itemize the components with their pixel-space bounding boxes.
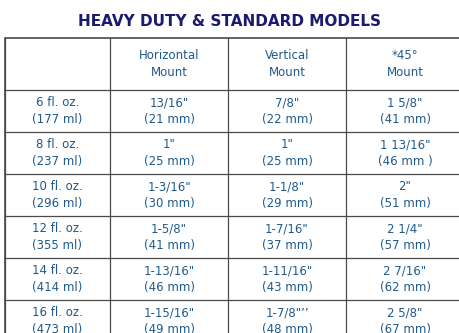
Text: Horizontal
Mount: Horizontal Mount — [139, 49, 199, 79]
Text: 10 fl. oz.
(296 ml): 10 fl. oz. (296 ml) — [32, 180, 83, 210]
Text: 2 1/4"
(57 mm): 2 1/4" (57 mm) — [380, 222, 431, 252]
Text: 2 7/16"
(62 mm): 2 7/16" (62 mm) — [380, 264, 431, 294]
Text: 1-13/16"
(46 mm): 1-13/16" (46 mm) — [144, 264, 195, 294]
Text: 1-3/16"
(30 mm): 1-3/16" (30 mm) — [144, 180, 194, 210]
Text: 1"
(25 mm): 1" (25 mm) — [144, 138, 195, 168]
Text: 8 fl. oz.
(237 ml): 8 fl. oz. (237 ml) — [33, 138, 83, 168]
Text: 6 fl. oz.
(177 ml): 6 fl. oz. (177 ml) — [32, 96, 83, 126]
Text: 13/16"
(21 mm): 13/16" (21 mm) — [144, 96, 195, 126]
Text: 2 5/8"
(67 mm): 2 5/8" (67 mm) — [380, 306, 431, 333]
Text: HEAVY DUTY & STANDARD MODELS: HEAVY DUTY & STANDARD MODELS — [78, 14, 381, 29]
Text: Vertical
Mount: Vertical Mount — [265, 49, 309, 79]
Text: 1-7/16"
(37 mm): 1-7/16" (37 mm) — [262, 222, 313, 252]
Text: *45°
Mount: *45° Mount — [386, 49, 424, 79]
Text: 2"
(51 mm): 2" (51 mm) — [380, 180, 431, 210]
Text: 1 5/8"
(41 mm): 1 5/8" (41 mm) — [380, 96, 431, 126]
Text: 1"
(25 mm): 1" (25 mm) — [262, 138, 313, 168]
Text: 12 fl. oz.
(355 ml): 12 fl. oz. (355 ml) — [32, 222, 83, 252]
Text: 1 13/16"
(46 mm ): 1 13/16" (46 mm ) — [378, 138, 432, 168]
Text: 1-11/16"
(43 mm): 1-11/16" (43 mm) — [261, 264, 313, 294]
Text: 1-15/16"
(49 mm): 1-15/16" (49 mm) — [144, 306, 195, 333]
Text: 14 fl. oz.
(414 ml): 14 fl. oz. (414 ml) — [32, 264, 83, 294]
Text: 1-1/8"
(29 mm): 1-1/8" (29 mm) — [262, 180, 313, 210]
Text: 16 fl. oz.
(473 ml): 16 fl. oz. (473 ml) — [32, 306, 83, 333]
Text: 1-5/8"
(41 mm): 1-5/8" (41 mm) — [144, 222, 195, 252]
Text: 7/8"
(22 mm): 7/8" (22 mm) — [262, 96, 313, 126]
Text: 1-7/8"’’
(48 mm): 1-7/8"’’ (48 mm) — [262, 306, 313, 333]
